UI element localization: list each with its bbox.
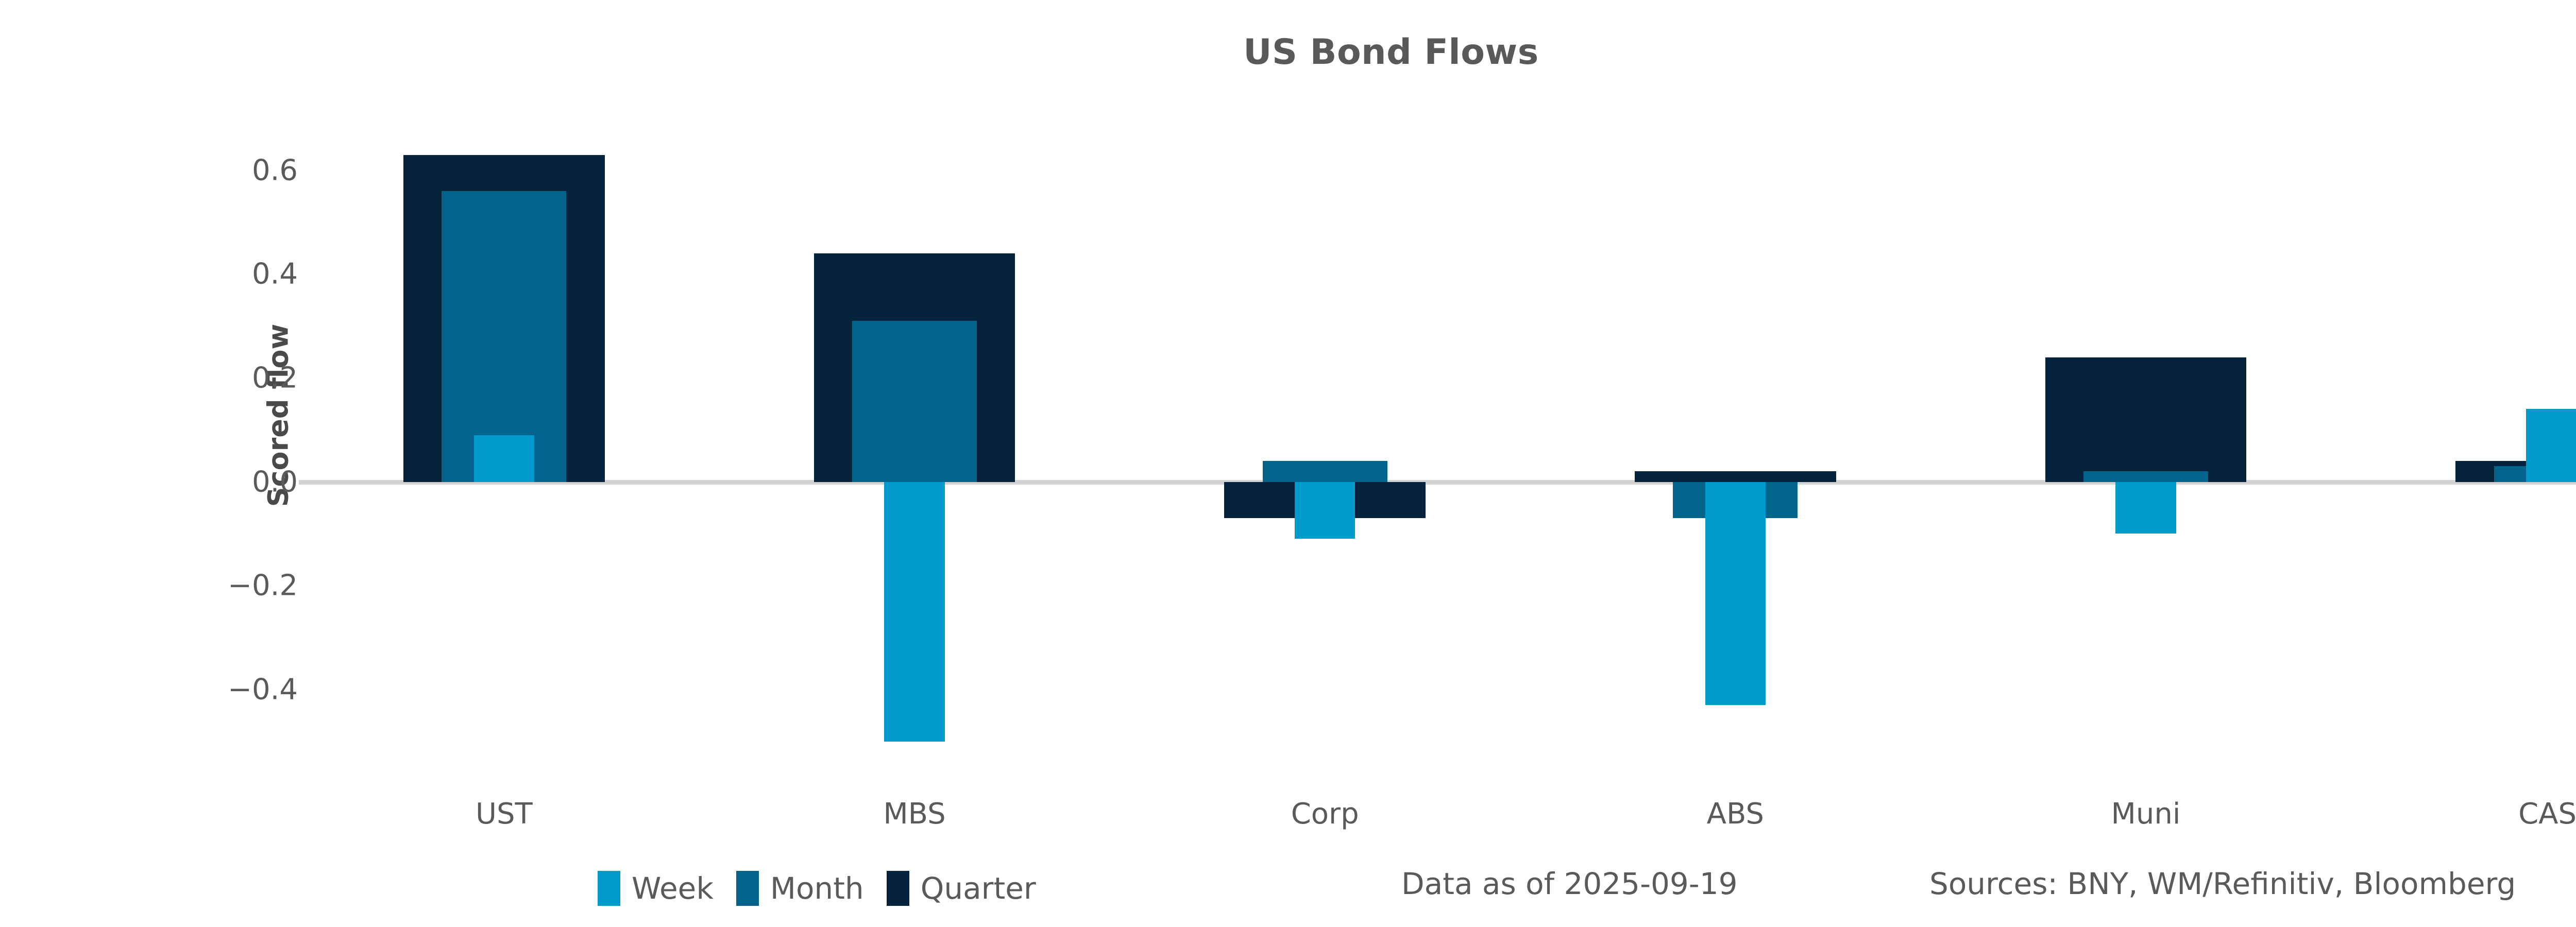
x-axis-tick-label: Corp xyxy=(1291,797,1359,831)
bar-group xyxy=(299,118,709,772)
bar-group xyxy=(1120,118,1530,772)
data-asof-note: Data as of 2025-09-19 xyxy=(1401,866,1738,901)
x-axis-tick-label: CAST xyxy=(2518,797,2576,831)
y-axis-tick-label: 0.2 xyxy=(251,361,298,395)
bar-ust-week[interactable] xyxy=(473,435,534,482)
bar-muni-month[interactable] xyxy=(2083,471,2208,482)
legend-label: Month xyxy=(770,871,864,906)
x-axis-tick-label: Muni xyxy=(2111,797,2181,831)
bar-abs-quarter[interactable] xyxy=(1635,471,1836,482)
bar-group xyxy=(1530,118,1941,772)
bar-mbs-week[interactable] xyxy=(884,482,945,742)
bar-group xyxy=(1941,118,2351,772)
bar-ust-month[interactable] xyxy=(442,191,567,482)
x-axis-tick-label: UST xyxy=(475,797,533,831)
y-axis-tick-label: −0.2 xyxy=(228,569,298,603)
legend-swatch-icon xyxy=(886,871,909,906)
y-axis-tick-label: 0.0 xyxy=(251,465,298,499)
chart-plot-area: Scored flow 0.6 0.4 0.2 0.0 −0.2 −0.4 UST MBS C… xyxy=(228,118,2576,831)
chart-footer: Week Month Quarter Data as of 2025-09-19 S… xyxy=(0,860,2576,927)
legend-item-week[interactable]: Week xyxy=(598,871,714,906)
bar-cast-week[interactable] xyxy=(2526,409,2576,482)
legend-swatch-icon xyxy=(598,871,620,906)
legend-item-month[interactable]: Month xyxy=(736,871,864,906)
sources-note: Sources: BNY, WM/Refinitiv, Bloomberg xyxy=(1929,866,2516,901)
bar-corp-month[interactable] xyxy=(1262,461,1387,482)
legend-item-quarter[interactable]: Quarter xyxy=(886,871,1036,906)
page-title: US Bond Flows xyxy=(1243,32,1539,73)
bar-corp-week[interactable] xyxy=(1295,482,1355,539)
y-axis-tick-label: 0.6 xyxy=(251,153,298,187)
y-axis-tick-label: −0.4 xyxy=(228,673,298,707)
bar-muni-quarter[interactable] xyxy=(2045,357,2247,482)
zero-baseline xyxy=(299,479,2576,485)
y-axis-title: Scored flow xyxy=(262,323,295,507)
legend-label: Week xyxy=(632,871,714,906)
bar-group xyxy=(709,118,1120,772)
bar-muni-week[interactable] xyxy=(2115,482,2176,534)
x-axis-tick-label: MBS xyxy=(883,797,946,831)
legend-swatch-icon xyxy=(736,871,759,906)
x-axis-tick-label: ABS xyxy=(1706,797,1764,831)
y-axis-tick-label: 0.4 xyxy=(251,257,298,291)
legend-label: Quarter xyxy=(920,871,1036,906)
bar-mbs-month[interactable] xyxy=(852,321,977,482)
chart-legend: Week Month Quarter xyxy=(598,860,1036,917)
bar-abs-week[interactable] xyxy=(1705,482,1766,705)
bar-group xyxy=(2351,118,2576,772)
